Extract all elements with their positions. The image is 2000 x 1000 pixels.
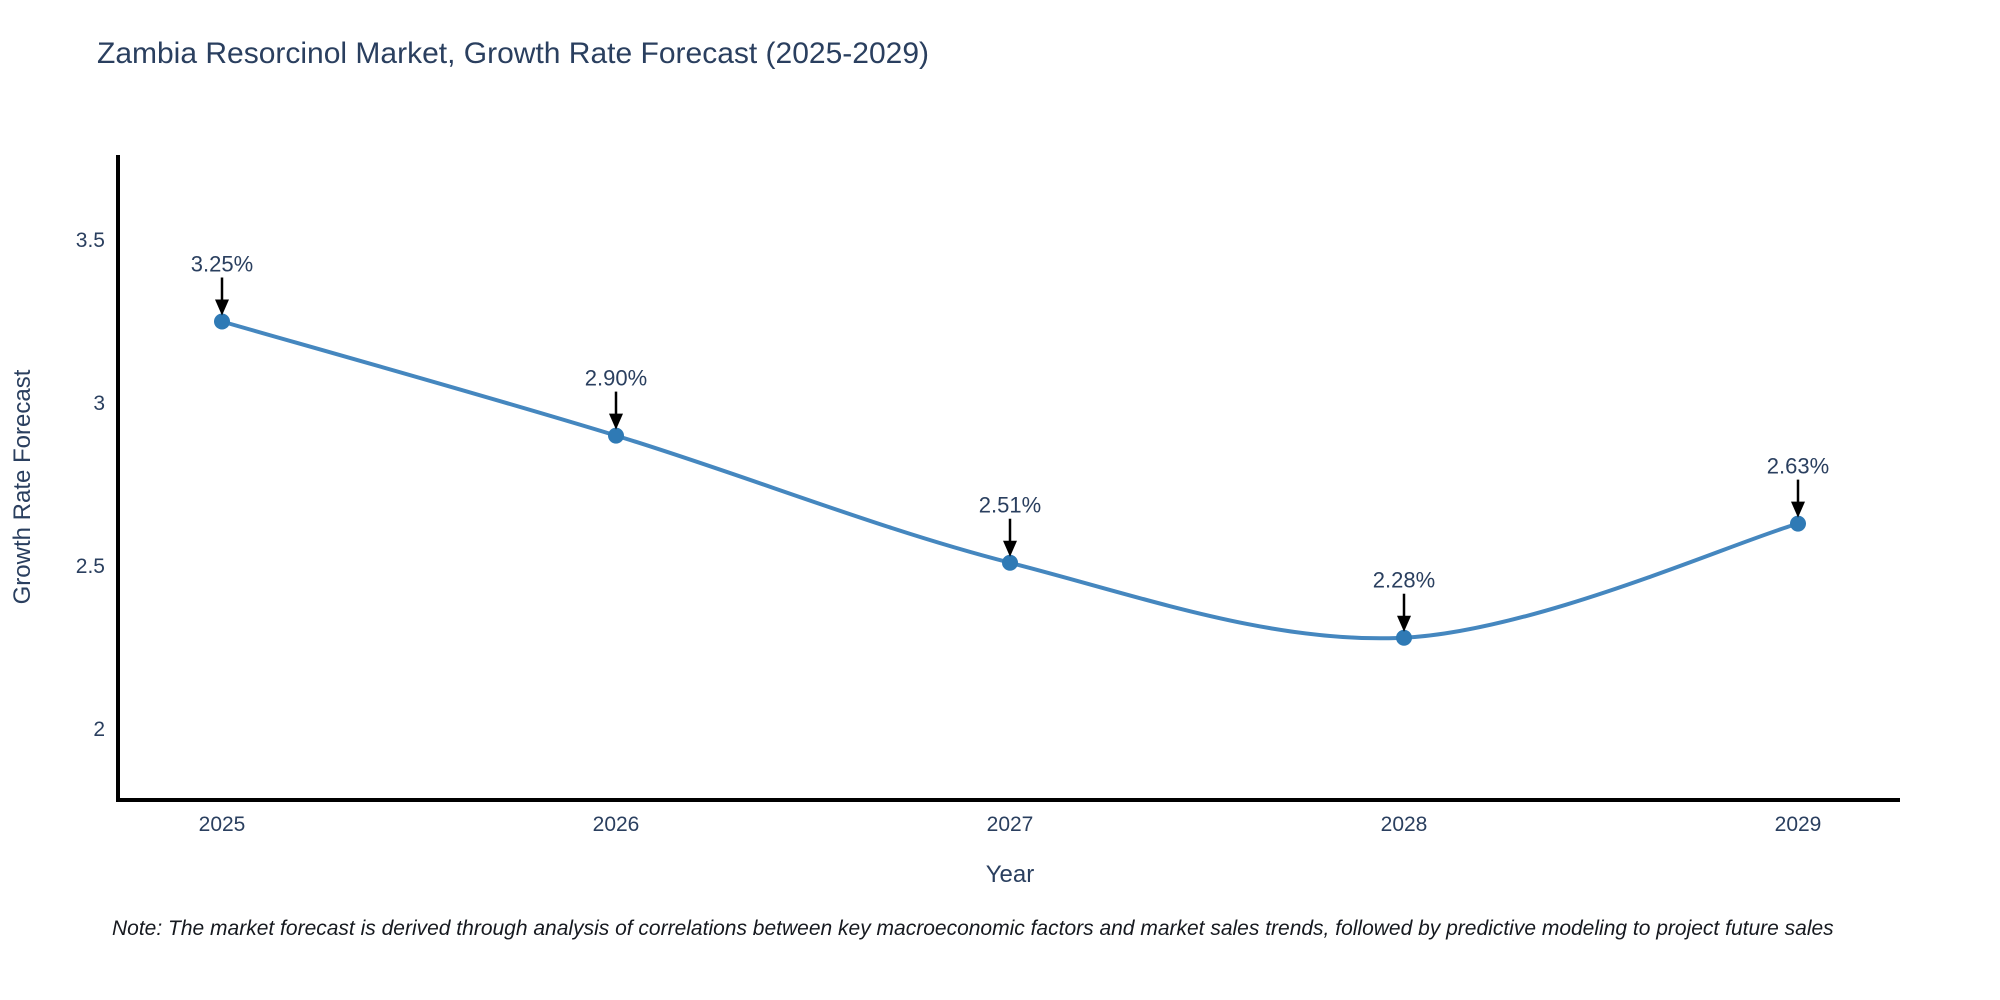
x-tick-label: 2027 bbox=[987, 813, 1034, 836]
markers-group bbox=[214, 313, 1806, 646]
point-annotation-label: 2.28% bbox=[1373, 568, 1435, 593]
annotation-arrow-head bbox=[1397, 615, 1411, 632]
point-annotation-label: 2.63% bbox=[1767, 454, 1829, 479]
data-point-marker bbox=[608, 427, 624, 444]
series-line bbox=[220, 319, 1800, 641]
data-point-marker bbox=[1002, 554, 1018, 571]
x-axis-ticks: 2025 2026 2027 2028 2029 bbox=[199, 813, 1822, 836]
y-tick-label: 3 bbox=[93, 392, 105, 415]
chart-note: Note: The market forecast is derived thr… bbox=[112, 917, 1834, 940]
y-axis-title: Growth Rate Forecast bbox=[9, 369, 36, 604]
x-tick-label: 2026 bbox=[593, 813, 640, 836]
annotation-arrow-head bbox=[609, 413, 623, 430]
point-annotation-label: 2.51% bbox=[979, 493, 1041, 518]
y-tick-label: 2 bbox=[93, 718, 105, 741]
data-point-marker bbox=[1790, 515, 1806, 532]
chart-title: Zambia Resorcinol Market, Growth Rate Fo… bbox=[97, 37, 930, 70]
data-point-marker bbox=[1396, 629, 1412, 646]
y-axis-ticks: 3.5 3 2.5 2 bbox=[76, 229, 105, 741]
x-tick-label: 2025 bbox=[199, 813, 246, 836]
x-tick-label: 2029 bbox=[1775, 813, 1822, 836]
y-tick-label: 2.5 bbox=[76, 555, 105, 578]
annotation-arrow-head bbox=[1791, 501, 1805, 518]
point-annotation-label: 2.90% bbox=[585, 366, 647, 391]
x-axis-title: Year bbox=[986, 861, 1035, 888]
data-point-marker bbox=[214, 313, 230, 330]
y-tick-label: 3.5 bbox=[76, 229, 105, 252]
annotations-group: 3.25% 2.90% 2.51% 2.28% 2.63% bbox=[191, 252, 1829, 632]
annotation-arrow-head bbox=[215, 299, 229, 316]
point-annotation-label: 3.25% bbox=[191, 252, 253, 277]
x-tick-label: 2028 bbox=[1381, 813, 1428, 836]
annotation-arrow-head bbox=[1003, 540, 1017, 557]
